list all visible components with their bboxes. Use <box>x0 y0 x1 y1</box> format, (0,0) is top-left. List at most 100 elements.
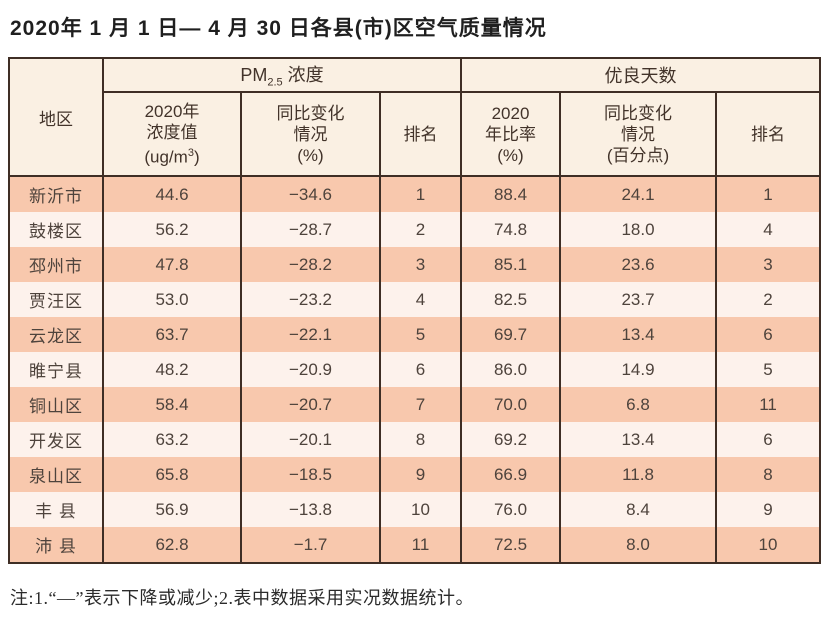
region-cell: 沛 县 <box>8 527 104 563</box>
pm-value-cell: 44.6 <box>102 176 242 212</box>
days-change-cell: 13.4 <box>559 422 717 457</box>
region-cell: 铜山区 <box>8 387 104 422</box>
region-cell: 泉山区 <box>8 457 104 492</box>
pm-rank-cell: 3 <box>379 247 462 282</box>
col-header-pm-change: 同比变化 情况 (%) <box>240 92 381 177</box>
days-change-cell: 11.8 <box>559 457 717 492</box>
pm-rank-cell: 11 <box>379 527 462 563</box>
days-change-cell: 13.4 <box>559 317 717 352</box>
days-rank-cell: 10 <box>714 527 822 563</box>
pm-value-cell: 48.2 <box>102 352 242 387</box>
pm-rank-cell: 10 <box>379 492 462 527</box>
pm-value-cell: 62.8 <box>102 527 242 563</box>
table-row: 开发区 63.2 −20.1 8 69.2 13.4 6 <box>8 422 822 457</box>
days-rank-cell: 6 <box>714 317 822 352</box>
days-rank-cell: 5 <box>714 352 822 387</box>
concentration-line2: 浓度值 <box>146 122 198 142</box>
days-ratio-cell: 72.5 <box>460 527 561 563</box>
header-sub-row: 2020年 浓度值 (ug/m3) 同比变化 情况 (%) 排名 2020 年比… <box>9 92 822 177</box>
days-ratio-cell: 88.4 <box>460 176 561 212</box>
pm-change-cell: −13.8 <box>240 492 381 527</box>
region-cell: 邳州市 <box>8 247 104 282</box>
days-rank-cell: 3 <box>714 247 822 282</box>
col-group-pm25: PM2.5 浓度 <box>102 58 462 93</box>
pm-rank-cell: 4 <box>379 282 462 317</box>
days-ratio-cell: 70.0 <box>460 387 561 422</box>
footnote: 注:1.“—”表示下降或减少;2.表中数据采用实况数据统计。 <box>10 588 474 608</box>
col-header-pm-rank: 排名 <box>379 92 462 177</box>
concentration-unit: (ug/m3) <box>144 146 200 167</box>
days-ratio-cell: 86.0 <box>460 352 561 387</box>
pm-rank-cell: 9 <box>379 457 462 492</box>
pm-value-cell: 63.7 <box>102 317 242 352</box>
region-cell: 丰 县 <box>8 492 104 527</box>
region-cell: 鼓楼区 <box>8 212 104 247</box>
days-ratio-cell: 74.8 <box>460 212 561 247</box>
days-change-cell: 6.8 <box>559 387 717 422</box>
days-change-cell: 24.1 <box>559 176 717 212</box>
region-cell: 新沂市 <box>8 176 104 212</box>
days-ratio-cell: 69.2 <box>460 422 561 457</box>
days-rank-cell: 1 <box>714 176 822 212</box>
days-ratio-cell: 66.9 <box>460 457 561 492</box>
pm25-label-suffix: 浓度 <box>282 65 324 86</box>
region-cell: 云龙区 <box>8 317 104 352</box>
pm-change-cell: −18.5 <box>240 457 381 492</box>
pm-value-cell: 63.2 <box>102 422 242 457</box>
table-row: 泉山区 65.8 −18.5 9 66.9 11.8 8 <box>8 457 822 492</box>
table-row: 睢宁县 48.2 −20.9 6 86.0 14.9 5 <box>8 352 822 387</box>
pm-value-cell: 56.9 <box>102 492 242 527</box>
days-change-cell: 18.0 <box>559 212 717 247</box>
table-row: 鼓楼区 56.2 −28.7 2 74.8 18.0 4 <box>8 212 822 247</box>
air-quality-table: 地区 PM2.5 浓度 优良天数 2020年 浓度值 (ug/m3) 同比变化 … <box>8 57 822 564</box>
col-header-concentration: 2020年 浓度值 (ug/m3) <box>102 92 242 177</box>
table-row: 新沂市 44.6 −34.6 1 88.4 24.1 1 <box>8 176 822 212</box>
days-ratio-cell: 82.5 <box>460 282 561 317</box>
pm-change-cell: −28.2 <box>240 247 381 282</box>
pm-value-cell: 58.4 <box>102 387 242 422</box>
table-row: 云龙区 63.7 −22.1 5 69.7 13.4 6 <box>8 317 822 352</box>
days-rank-cell: 9 <box>714 492 822 527</box>
days-ratio-cell: 85.1 <box>460 247 561 282</box>
days-rank-cell: 6 <box>714 422 822 457</box>
col-header-days-change: 同比变化 情况 (百分点) <box>559 92 717 177</box>
pm-rank-cell: 7 <box>379 387 462 422</box>
table-row: 贾汪区 53.0 −23.2 4 82.5 23.7 2 <box>8 282 822 317</box>
days-change-cell: 8.4 <box>559 492 717 527</box>
pm-value-cell: 53.0 <box>102 282 242 317</box>
table-row: 邳州市 47.8 −28.2 3 85.1 23.6 3 <box>8 247 822 282</box>
days-rank-cell: 8 <box>714 457 822 492</box>
pm-rank-cell: 6 <box>379 352 462 387</box>
days-rank-cell: 2 <box>714 282 822 317</box>
days-change-cell: 14.9 <box>559 352 717 387</box>
table-row: 丰 县 56.9 −13.8 10 76.0 8.4 9 <box>8 492 822 527</box>
pm-change-cell: −34.6 <box>240 176 381 212</box>
col-header-days-rank: 排名 <box>714 92 822 177</box>
region-cell: 睢宁县 <box>8 352 104 387</box>
region-cell: 开发区 <box>8 422 104 457</box>
page-title: 2020年 1 月 1 日— 4 月 30 日各县(市)区空气质量情况 <box>10 17 547 40</box>
pm-change-cell: −20.9 <box>240 352 381 387</box>
pm-value-cell: 56.2 <box>102 212 242 247</box>
pm-rank-cell: 5 <box>379 317 462 352</box>
days-change-cell: 8.0 <box>559 527 717 563</box>
pm-rank-cell: 1 <box>379 176 462 212</box>
col-header-region: 地区 <box>8 58 104 177</box>
pm25-label-subscript: 2.5 <box>267 76 283 89</box>
pm-rank-cell: 8 <box>379 422 462 457</box>
days-ratio-cell: 76.0 <box>460 492 561 527</box>
header-group-row: 地区 PM2.5 浓度 优良天数 <box>8 58 822 177</box>
days-ratio-cell: 69.7 <box>460 317 561 352</box>
table-row: 沛 县 62.8 −1.7 11 72.5 8.0 10 <box>8 527 822 563</box>
pm25-label-prefix: PM <box>240 65 268 86</box>
days-rank-cell: 4 <box>714 212 822 247</box>
pm-change-cell: −28.7 <box>240 212 381 247</box>
pm-change-cell: −23.2 <box>240 282 381 317</box>
pm-change-cell: −22.1 <box>240 317 381 352</box>
table-body: 新沂市 44.6 −34.6 1 88.4 24.1 1 鼓楼区 56.2 −28.7 2 74.8 1… <box>8 176 822 563</box>
pm-change-cell: −1.7 <box>240 527 381 563</box>
pm-value-cell: 47.8 <box>102 247 242 282</box>
pm-change-cell: −20.1 <box>240 422 381 457</box>
col-group-good-days: 优良天数 <box>459 58 822 93</box>
